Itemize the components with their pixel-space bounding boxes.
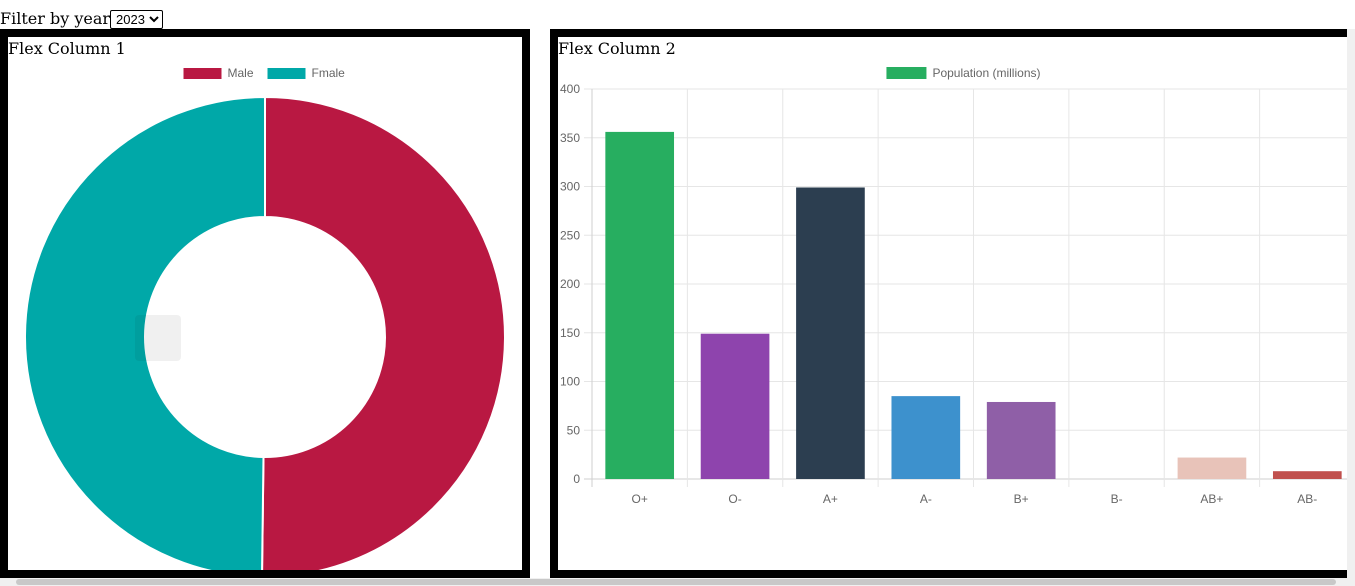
bar-B+[interactable] <box>987 402 1056 479</box>
y-tick-label: 200 <box>560 277 580 291</box>
grid <box>584 89 1355 487</box>
bar-O+[interactable] <box>605 132 674 479</box>
horizontal-scrollbar[interactable] <box>0 578 1355 586</box>
legend-item[interactable]: Male <box>184 66 254 80</box>
legend-item[interactable]: Population (millions) <box>886 66 1040 80</box>
y-tick-label: 50 <box>567 423 581 437</box>
bar-chart: Population (millions) 0 50 100 150 200 250 300 3… <box>558 37 1355 570</box>
bar-AB+[interactable] <box>1178 458 1247 479</box>
y-tick-label: 100 <box>560 375 580 389</box>
x-tick-label: O+ <box>632 492 648 506</box>
legend-label: Population (millions) <box>932 66 1040 80</box>
x-tick-label: B+ <box>1014 492 1029 506</box>
legend-swatch <box>184 68 222 79</box>
x-tick-label: AB+ <box>1200 492 1223 506</box>
y-tick-label: 150 <box>560 326 580 340</box>
legend-swatch <box>268 68 306 79</box>
y-tick-label: 250 <box>560 228 580 242</box>
bar-A+[interactable] <box>796 187 865 479</box>
y-tick-label: 350 <box>560 131 580 145</box>
bar-A-[interactable] <box>891 396 960 479</box>
panel-blood-type: Flex Column 2 Population (millions) 0 50 10… <box>550 29 1355 578</box>
x-tick-label: A+ <box>823 492 838 506</box>
legend-label: Fmale <box>312 66 346 80</box>
legend-item[interactable]: Fmale <box>268 66 346 80</box>
year-select[interactable]: 2023 <box>110 10 163 29</box>
panel-gender: Flex Column 1 Male Fmale <box>0 29 530 578</box>
y-tick-label: 0 <box>573 472 580 486</box>
x-tick-label: AB- <box>1297 492 1317 506</box>
scrollbar-thumb[interactable] <box>16 579 1336 585</box>
bar-O-[interactable] <box>701 334 770 479</box>
doughnut-slice-male[interactable] <box>262 97 505 570</box>
legend: Male Fmale <box>184 66 346 80</box>
legend-swatch <box>886 67 926 79</box>
x-tick-label: B- <box>1111 492 1123 506</box>
x-tick-label: O- <box>728 492 741 506</box>
year-filter: Filter by year 2023 <box>0 9 163 29</box>
doughnut-chart: Male Fmale <box>8 37 522 570</box>
y-tick-label: 300 <box>560 180 580 194</box>
vertical-scrollbar[interactable] <box>1347 29 1355 578</box>
legend-label: Male <box>228 66 254 80</box>
x-tick-label: A- <box>920 492 932 506</box>
filter-label: Filter by year <box>0 9 110 29</box>
tooltip-remnant <box>135 315 181 361</box>
y-tick-label: 400 <box>560 82 580 96</box>
bar-AB-[interactable] <box>1273 471 1342 479</box>
